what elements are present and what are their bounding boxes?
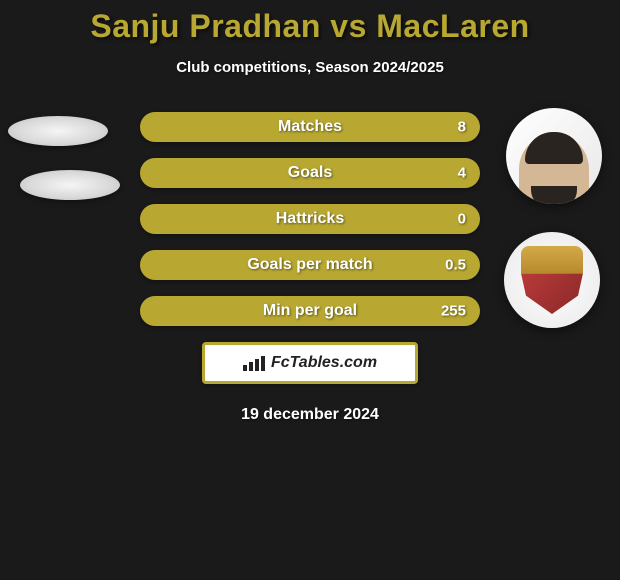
bar-chart-icon xyxy=(243,356,265,371)
comparison-content: Matches 8 Goals 4 Hattricks 0 Goals per … xyxy=(0,112,620,424)
club-right-badge xyxy=(504,232,600,328)
player-left-avatar-placeholder xyxy=(8,116,108,146)
stat-value-right: 8 xyxy=(458,119,466,136)
stat-row-goals: Goals 4 xyxy=(140,158,480,188)
stat-row-min-per-goal: Min per goal 255 xyxy=(140,296,480,326)
stat-label: Goals per match xyxy=(140,256,480,274)
stat-row-matches: Matches 8 xyxy=(140,112,480,142)
stat-value-right: 4 xyxy=(458,165,466,182)
page-subtitle: Club competitions, Season 2024/2025 xyxy=(0,59,620,76)
page-title: Sanju Pradhan vs MacLaren xyxy=(0,8,620,45)
stat-value-right: 255 xyxy=(441,303,466,320)
stat-label: Hattricks xyxy=(140,210,480,228)
header: Sanju Pradhan vs MacLaren Club competiti… xyxy=(0,0,620,76)
stat-label: Goals xyxy=(140,164,480,182)
player-right-avatar xyxy=(506,108,602,204)
stat-row-goals-per-match: Goals per match 0.5 xyxy=(140,250,480,280)
footer-date: 19 december 2024 xyxy=(0,406,620,424)
shield-icon xyxy=(521,246,583,314)
stats-list: Matches 8 Goals 4 Hattricks 0 Goals per … xyxy=(140,112,480,326)
stat-value-right: 0.5 xyxy=(445,257,466,274)
brand-text: FcTables.com xyxy=(271,354,377,372)
stat-value-right: 0 xyxy=(458,211,466,228)
club-left-badge-placeholder xyxy=(20,170,120,200)
stat-label: Min per goal xyxy=(140,302,480,320)
stat-row-hattricks: Hattricks 0 xyxy=(140,204,480,234)
stat-label: Matches xyxy=(140,118,480,136)
brand-badge[interactable]: FcTables.com xyxy=(202,342,418,384)
